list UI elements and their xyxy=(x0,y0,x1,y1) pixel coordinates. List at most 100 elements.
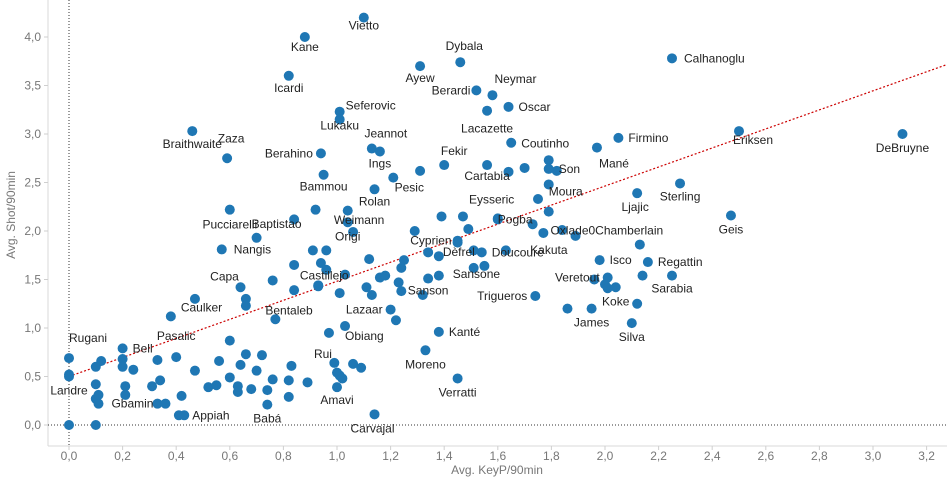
point-label: Rolan xyxy=(359,194,390,208)
point-label: Babá xyxy=(253,412,281,426)
point-label: Kakuta xyxy=(530,243,568,257)
data-point xyxy=(594,255,605,266)
point-label: Isco xyxy=(610,253,632,267)
point-label: DeBruyne xyxy=(876,141,930,155)
x-tick-label: 2,6 xyxy=(757,449,774,463)
data-point xyxy=(452,235,463,246)
data-point xyxy=(289,259,300,270)
data-point xyxy=(591,142,602,153)
data-point xyxy=(283,375,294,386)
point-label: Dèfrel xyxy=(443,245,475,259)
point-label: Eriksen xyxy=(733,133,773,147)
x-tick-label: 0,4 xyxy=(168,449,185,463)
data-point xyxy=(533,193,543,204)
data-point xyxy=(492,214,503,225)
data-point xyxy=(543,163,554,174)
data-point xyxy=(369,409,380,420)
point-label: Firmino xyxy=(628,131,668,145)
x-tick-label: 2,0 xyxy=(597,449,614,463)
data-point xyxy=(538,227,549,238)
data-point xyxy=(240,349,251,360)
data-point xyxy=(235,282,246,293)
data-points xyxy=(64,12,908,430)
data-point xyxy=(93,398,104,409)
data-point xyxy=(527,219,538,230)
data-point xyxy=(399,255,409,266)
point-label: Castillejo xyxy=(300,268,349,282)
point-label: Baptistao xyxy=(252,217,302,231)
data-point xyxy=(117,343,128,354)
data-point xyxy=(224,335,235,346)
data-point xyxy=(120,389,131,400)
data-point xyxy=(433,326,444,337)
axes: 0,0 0,2 0,4 0,6 0,8 1,0 1,2 1,4 1,6 1,8 2,0 2,2 2,4 2… xyxy=(24,0,947,463)
data-point xyxy=(436,211,447,222)
point-label: Lukaku xyxy=(320,118,359,132)
data-point xyxy=(342,205,353,216)
point-label: Lazaar xyxy=(346,303,383,317)
data-point xyxy=(160,398,171,409)
data-point xyxy=(289,285,300,296)
data-point xyxy=(90,379,101,390)
point-label: Calhanoglu xyxy=(684,51,745,65)
y-tick-label: 1,0 xyxy=(24,321,41,335)
y-tick-label: 3,5 xyxy=(24,79,41,93)
data-point xyxy=(562,303,573,314)
data-point xyxy=(262,385,273,396)
data-point xyxy=(334,288,345,299)
data-point xyxy=(482,105,493,116)
data-point xyxy=(321,245,332,256)
data-point xyxy=(315,148,326,159)
x-tick-label: 0,6 xyxy=(221,449,238,463)
point-label: Carvajal xyxy=(351,421,395,435)
data-point xyxy=(251,365,262,376)
data-point xyxy=(503,166,514,177)
x-tick-label: 1,2 xyxy=(382,449,399,463)
data-point xyxy=(457,211,468,222)
x-axis-title: Avg. KeyP/90min xyxy=(451,463,543,477)
data-point xyxy=(267,374,278,385)
y-axis-title: Avg. Shot/90min xyxy=(4,171,18,259)
data-point xyxy=(286,360,297,371)
point-label: Neymar xyxy=(494,72,536,86)
data-point xyxy=(310,204,321,215)
y-tick-label: 4,0 xyxy=(24,30,41,44)
point-label: Cyprien xyxy=(410,234,451,248)
x-tick-label: 2,8 xyxy=(811,449,828,463)
data-point xyxy=(557,225,568,236)
data-point xyxy=(358,12,369,23)
data-point xyxy=(366,290,377,301)
point-label: Ayew xyxy=(406,71,435,85)
point-labels: Vietto Kane Dybala Calhanoglu Ayew Icardi Neym… xyxy=(50,19,929,436)
data-point xyxy=(289,214,300,225)
data-point xyxy=(64,371,74,382)
data-point xyxy=(179,410,190,421)
data-point xyxy=(637,270,648,281)
data-point xyxy=(468,262,479,273)
y-tick-label: 2,5 xyxy=(24,176,41,190)
data-point xyxy=(626,318,637,329)
data-point xyxy=(323,327,334,338)
point-label: Gbamin xyxy=(111,397,153,411)
x-tick-label: 3,2 xyxy=(918,449,935,463)
data-point xyxy=(390,315,401,326)
point-label: Doucouré xyxy=(492,245,544,259)
data-point xyxy=(283,391,294,402)
y-tick-label: 2,0 xyxy=(24,224,41,238)
data-point xyxy=(240,300,251,311)
point-label: Cartabia xyxy=(464,169,510,183)
point-label: Pesic xyxy=(395,181,424,195)
point-label: Coutinho xyxy=(521,137,569,151)
point-label: Oscar xyxy=(519,100,551,114)
data-point xyxy=(417,290,428,301)
data-point xyxy=(388,172,399,183)
data-point xyxy=(734,126,744,137)
data-point xyxy=(415,61,426,72)
data-point xyxy=(543,179,554,190)
point-label: Zaza xyxy=(218,131,245,145)
point-label: Bell xyxy=(133,341,153,355)
point-label: Origi xyxy=(335,229,360,243)
point-label: Braithwaite xyxy=(163,137,223,151)
data-point xyxy=(506,137,517,148)
